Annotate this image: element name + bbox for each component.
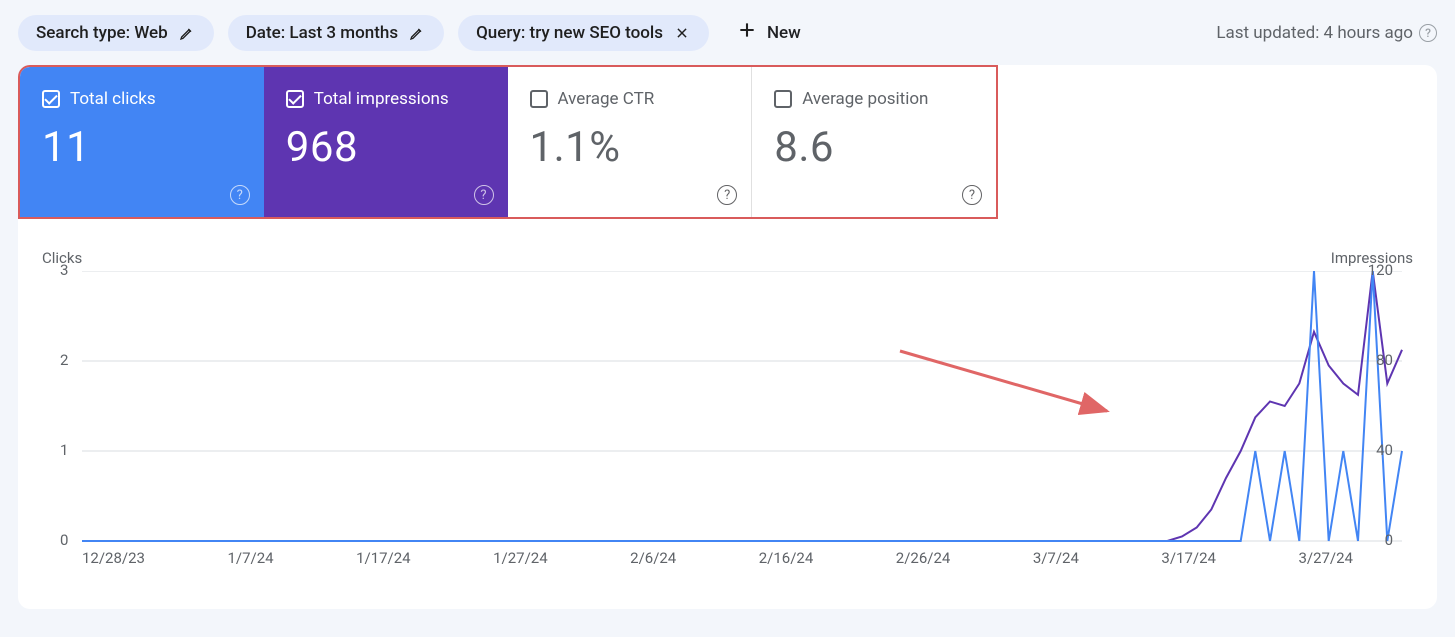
- metric-checkbox[interactable]: [774, 90, 792, 108]
- y-tick-left: 0: [60, 531, 68, 549]
- metric-card-total-clicks[interactable]: Total clicks 11?: [20, 67, 264, 217]
- metric-value: 968: [286, 123, 486, 172]
- add-filter-button[interactable]: New: [723, 12, 815, 53]
- help-icon[interactable]: ?: [1419, 24, 1437, 42]
- chart-area: Clicks Impressions 12/28/231/7/241/17/24…: [42, 249, 1413, 589]
- metric-card-average-position[interactable]: Average position 8.6?: [752, 67, 996, 217]
- x-tick-label: 1/17/24: [356, 549, 411, 567]
- y-tick-right: 0: [1385, 531, 1393, 549]
- plus-icon: [737, 20, 757, 45]
- y-tick-right: 40: [1376, 441, 1393, 459]
- y-tick-left: 2: [60, 351, 68, 369]
- y-tick-right: 80: [1376, 351, 1393, 369]
- metric-checkbox[interactable]: [286, 90, 304, 108]
- metric-value: 8.6: [774, 123, 974, 172]
- last-updated: Last updated: 4 hours ago ?: [1216, 23, 1437, 43]
- add-filter-label: New: [767, 23, 801, 43]
- filter-chip-label: Date: Last 3 months: [246, 23, 398, 43]
- line-chart: [42, 271, 1455, 551]
- x-tick-label: 3/27/24: [1298, 549, 1353, 567]
- help-icon[interactable]: ?: [717, 185, 737, 205]
- x-tick-label: 2/26/24: [896, 549, 951, 567]
- metric-value: 1.1%: [530, 123, 730, 172]
- filter-chip-query[interactable]: Query: try new SEO tools: [458, 15, 709, 51]
- help-icon[interactable]: ?: [474, 185, 494, 205]
- metric-cards-row: Total clicks11?Total impressions968?Aver…: [18, 65, 998, 219]
- x-tick-label: 3/17/24: [1161, 549, 1216, 567]
- filter-bar: Search type: Web Date: Last 3 months Que…: [0, 0, 1455, 65]
- x-tick-label: 1/27/24: [493, 549, 548, 567]
- filter-chip-label: Query: try new SEO tools: [476, 23, 663, 43]
- metric-checkbox[interactable]: [530, 90, 548, 108]
- metric-checkbox[interactable]: [42, 90, 60, 108]
- filter-chip-date[interactable]: Date: Last 3 months: [228, 15, 444, 51]
- metric-label: Total clicks: [70, 89, 156, 109]
- main-panel: Total clicks11?Total impressions968?Aver…: [18, 65, 1437, 609]
- metric-value: 11: [42, 123, 242, 172]
- metric-card-average-ctr[interactable]: Average CTR 1.1%?: [508, 67, 753, 217]
- help-icon[interactable]: ?: [230, 185, 250, 205]
- metric-card-total-impressions[interactable]: Total impressions 968?: [264, 67, 508, 217]
- x-tick-label: 12/28/23: [82, 549, 145, 567]
- y-tick-right: 120: [1368, 261, 1393, 279]
- filter-chip-search-type[interactable]: Search type: Web: [18, 15, 214, 51]
- x-tick-label: 2/6/24: [630, 549, 676, 567]
- help-icon[interactable]: ?: [962, 185, 982, 205]
- x-axis-labels: 12/28/23 1/7/24 1/17/24 1/27/24 2/6/24 2/16/2…: [82, 549, 1353, 567]
- filter-chip-label: Search type: Web: [36, 23, 168, 43]
- metric-label: Total impressions: [314, 89, 449, 109]
- pencil-icon: [408, 24, 426, 42]
- metric-label: Average position: [802, 89, 928, 109]
- y-tick-left: 1: [60, 441, 68, 459]
- last-updated-text: Last updated: 4 hours ago: [1216, 23, 1413, 43]
- x-tick-label: 3/7/24: [1033, 549, 1079, 567]
- close-icon[interactable]: [673, 24, 691, 42]
- x-tick-label: 1/7/24: [227, 549, 273, 567]
- pencil-icon: [178, 24, 196, 42]
- metric-label: Average CTR: [558, 89, 655, 109]
- y-tick-left: 3: [60, 261, 68, 279]
- x-tick-label: 2/16/24: [759, 549, 814, 567]
